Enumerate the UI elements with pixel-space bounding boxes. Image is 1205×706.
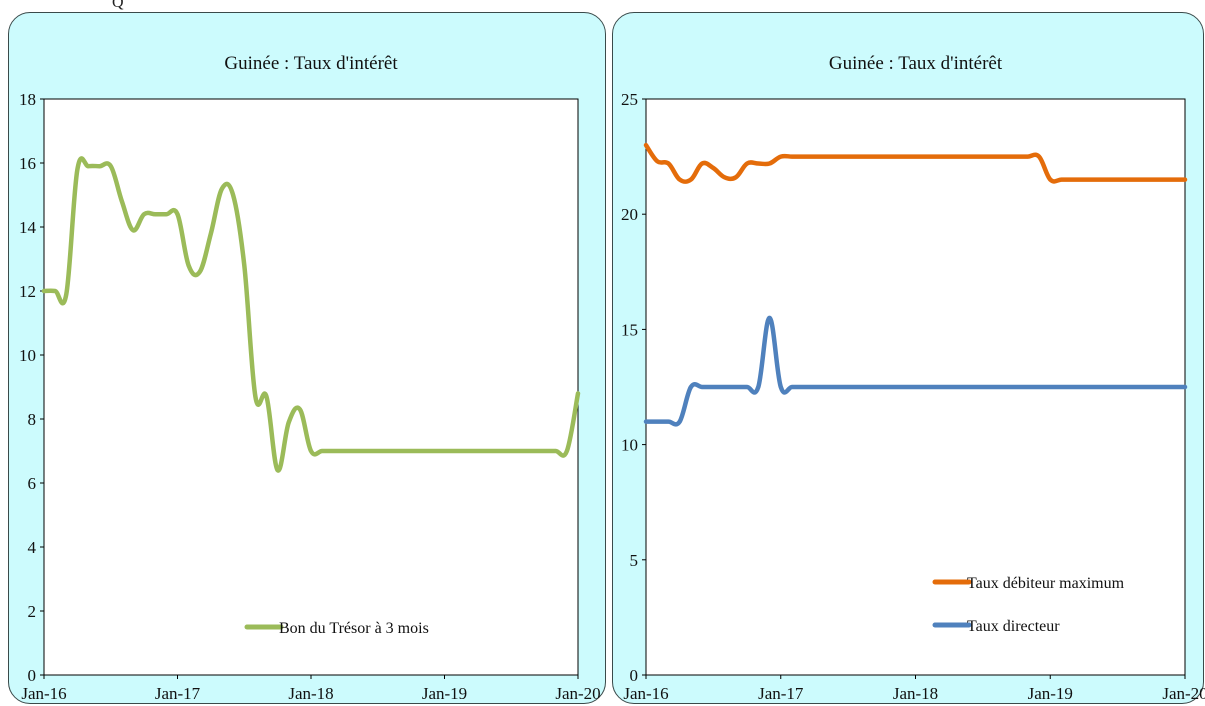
y-tick-label: 2 — [28, 602, 37, 621]
x-tick-label: Jan-17 — [758, 684, 804, 703]
top-glyph: Q — [112, 0, 124, 11]
x-tick-label: Jan-17 — [155, 684, 201, 703]
plot-area — [43, 98, 579, 676]
series-line-1 — [41, 156, 581, 473]
y-tick-label: 4 — [28, 538, 37, 557]
chart-title: Guinée : Taux d'intérêt — [829, 53, 1003, 74]
y-tick-label: 12 — [19, 282, 36, 301]
x-tick-label: Jan-19 — [1028, 684, 1073, 703]
x-tick-label: Jan-20 — [555, 684, 600, 703]
chart-right: Guinée : Taux d'intérêt 0 5 10 15 20 25 Jan-16 J… — [621, 53, 1205, 703]
y-tick-label: 16 — [19, 154, 36, 173]
y-tick-label: 25 — [621, 90, 638, 109]
y-tick-label: 8 — [28, 410, 37, 429]
x-tick-label: Jan-19 — [422, 684, 467, 703]
y-tick-label: 20 — [621, 205, 638, 224]
legend-label: Taux directeur — [967, 618, 1060, 635]
x-tick-label: Jan-16 — [623, 684, 668, 703]
chart-panel-left: Guinée : Taux d'intérêt 0 2 4 6 8 10 12 14 16 18 Ja… — [8, 12, 606, 704]
x-tick-label: Jan-18 — [288, 684, 333, 703]
chart-title: Guinée : Taux d'intérêt — [224, 53, 398, 74]
y-tick-label: 0 — [630, 666, 639, 685]
x-tick-label: Jan-16 — [21, 684, 66, 703]
x-tick-label: Jan-18 — [893, 684, 938, 703]
legend-label: Taux débiteur maximum — [967, 575, 1125, 592]
y-tick-label: 10 — [19, 346, 36, 365]
y-tick-label: 14 — [19, 218, 37, 237]
y-tick-label: 5 — [630, 551, 639, 570]
y-tick-label: 6 — [28, 474, 37, 493]
y-tick-label: 18 — [19, 90, 36, 109]
chart-panel-right: Guinée : Taux d'intérêt 0 5 10 15 20 25 Jan-16 J… — [612, 12, 1205, 704]
chart-left: Guinée : Taux d'intérêt 0 2 4 6 8 10 12 14 16 18 Ja… — [19, 53, 601, 703]
y-tick-label: 0 — [28, 666, 37, 685]
legend-label: Bon du Trésor à 3 mois — [279, 620, 429, 637]
series-line-1 — [643, 142, 1188, 185]
y-tick-label: 10 — [621, 436, 638, 455]
x-tick-label: Jan-20 — [1162, 684, 1205, 703]
series-line-2 — [643, 315, 1188, 427]
y-tick-label: 15 — [621, 320, 638, 339]
